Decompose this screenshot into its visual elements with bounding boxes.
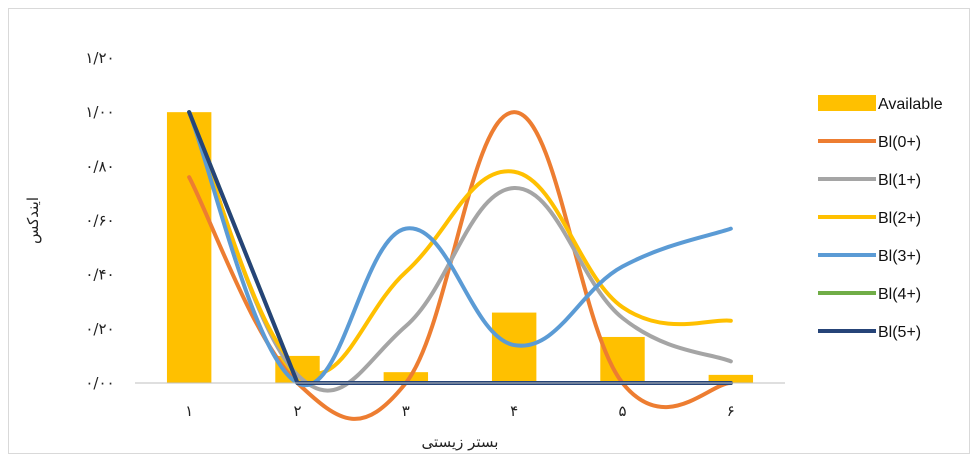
x-tick-label: ۳ <box>402 402 410 420</box>
legend-label: Bl(3+) <box>878 248 921 265</box>
y-tick-label: ۰/۲۰ <box>85 320 114 338</box>
legend-label: Bl(2+) <box>878 210 921 227</box>
bar-available <box>708 374 754 383</box>
legend-label: Bl(1+) <box>878 172 921 189</box>
x-axis-title: بستر زیستی <box>422 433 499 451</box>
bars-layer <box>166 112 754 384</box>
legend-swatch-bar <box>818 95 876 111</box>
x-tick-label: ۴ <box>510 402 518 420</box>
legend-item: Available <box>818 95 943 113</box>
legend: Available Bl(0+) Bl(1+) Bl(2+) Bl(3+) Bl(4+) B… <box>818 95 943 341</box>
legend-item: Bl(5+) <box>818 324 921 341</box>
legend-item: Bl(3+) <box>818 248 921 265</box>
x-tick-label: ۲ <box>293 402 301 420</box>
x-ticks: ۱ ۲ ۳ ۴ ۵ ۶ <box>185 402 735 420</box>
legend-item: Bl(1+) <box>818 172 921 189</box>
y-tick-label: ۰/۴۰ <box>85 266 114 284</box>
x-tick-label: ۱ <box>185 402 193 420</box>
y-tick-label: ۱/۲۰ <box>85 49 114 67</box>
legend-label: Bl(0+) <box>878 134 921 151</box>
lines-layer <box>187 110 733 421</box>
legend-item: Bl(4+) <box>818 286 921 303</box>
y-axis-title: ایندکس <box>24 197 42 244</box>
legend-item: Bl(2+) <box>818 210 921 227</box>
legend-label: Bl(4+) <box>878 286 921 303</box>
bar-available <box>491 312 537 383</box>
y-tick-label: ۰/۰۰ <box>85 374 114 392</box>
bar-available <box>383 372 429 383</box>
series-line-bl2 <box>187 110 733 376</box>
y-tick-label: ۱/۰۰ <box>85 103 114 121</box>
series-line-bl3 <box>187 110 733 388</box>
series-line-bl0 <box>187 110 733 421</box>
legend-item: Bl(0+) <box>818 134 921 151</box>
x-tick-label: ۶ <box>727 402 735 420</box>
y-ticks: ۰/۰۰ ۰/۲۰ ۰/۴۰ ۰/۶۰ ۰/۸۰ ۱/۰۰ ۱/۲۰ <box>85 49 114 392</box>
legend-label: Available <box>878 96 943 113</box>
y-tick-label: ۰/۶۰ <box>85 212 114 230</box>
legend-label: Bl(5+) <box>878 324 921 341</box>
x-tick-label: ۵ <box>618 402 626 420</box>
y-tick-label: ۰/۸۰ <box>85 157 114 175</box>
